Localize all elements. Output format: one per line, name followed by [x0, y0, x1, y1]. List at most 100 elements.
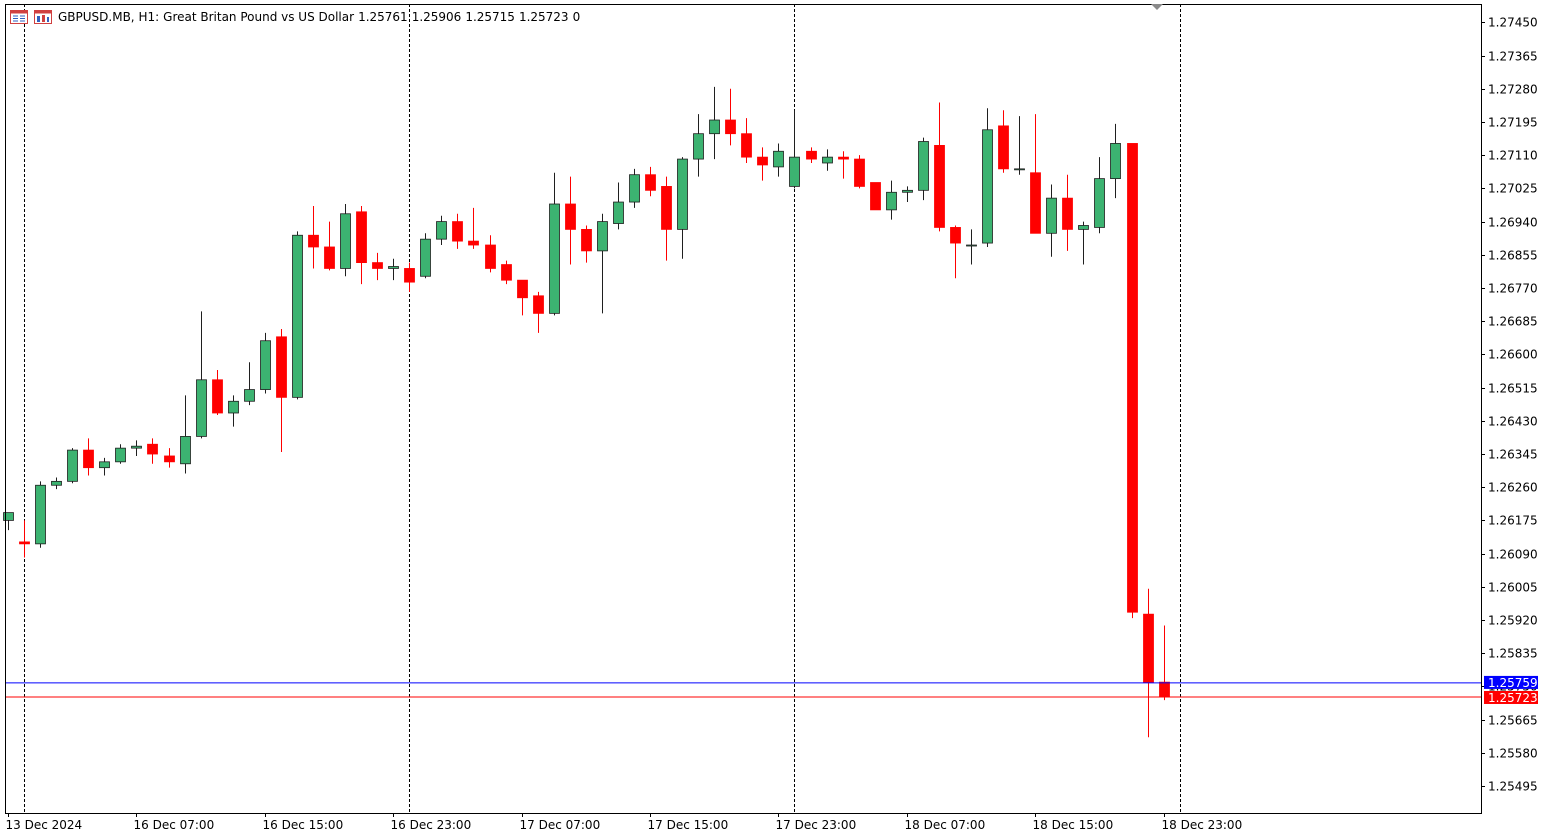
- bull-candle: [966, 229, 977, 265]
- candle-body: [725, 119, 736, 135]
- bear-candle: [1159, 625, 1170, 701]
- chart-window-icon[interactable]: [10, 10, 28, 24]
- candle-body: [404, 268, 415, 283]
- candle-body: [3, 512, 14, 521]
- price-tick-label: 1.26515: [1488, 382, 1538, 396]
- time-tick-label: 17 Dec 15:00: [648, 818, 729, 832]
- candle-body: [388, 266, 399, 269]
- price-tick-label: 1.26770: [1488, 282, 1538, 296]
- candle-body: [902, 189, 913, 193]
- bear-candle: [147, 438, 158, 464]
- bear-candle: [741, 118, 752, 163]
- candle-body: [83, 449, 94, 469]
- time-axis[interactable]: 13 Dec 2024 16 Dec 07:00 16 Dec 15:00 16 De…: [6, 813, 1243, 832]
- candle-body: [998, 125, 1009, 170]
- candle-body: [1127, 143, 1138, 613]
- candle-body: [773, 150, 784, 168]
- chart-info-text: GBPUSD.MB, H1: Great Britan Pound vs US …: [58, 10, 580, 24]
- bear-candle: [838, 151, 849, 179]
- bull-candle: [131, 440, 142, 456]
- candle-body: [164, 455, 175, 463]
- price-tick-label: 1.26430: [1488, 415, 1538, 429]
- bull-candle: [822, 149, 833, 171]
- candle-body: [468, 240, 479, 246]
- candle-body: [1030, 172, 1041, 234]
- candle-body: [757, 156, 768, 166]
- bull-candle: [597, 213, 608, 314]
- candle-body: [693, 133, 704, 160]
- symbol-icon[interactable]: [34, 10, 52, 24]
- bear-candle: [308, 205, 319, 269]
- candle-body: [838, 156, 849, 160]
- price-tick-label: 1.27110: [1488, 149, 1538, 163]
- candle-body: [340, 213, 351, 269]
- candle-body: [324, 246, 335, 269]
- candle-body: [789, 156, 800, 187]
- bear-candle: [452, 213, 463, 249]
- bull-candle: [1094, 157, 1105, 234]
- candle-body: [244, 389, 255, 402]
- bear-candle: [934, 102, 945, 232]
- bull-candle: [1078, 221, 1089, 265]
- bear-candle: [468, 207, 479, 249]
- bull-candle: [549, 172, 560, 316]
- volume: 0: [572, 10, 581, 24]
- price-tick-label: 1.27450: [1488, 16, 1538, 30]
- time-tick-label: 13 Dec 2024: [6, 818, 83, 832]
- price-tick-label: 1.25835: [1488, 647, 1538, 661]
- bear-candle: [1062, 174, 1073, 251]
- price-tick-label: 1.27280: [1488, 83, 1538, 97]
- bear-candle: [725, 88, 736, 146]
- candle-body: [131, 445, 142, 449]
- candle-body: [372, 262, 383, 269]
- time-tick-label: 17 Dec 23:00: [776, 818, 857, 832]
- bear-candle: [533, 291, 544, 333]
- ohlc-open: 1.25761: [358, 10, 408, 24]
- plot-border: [5, 4, 1482, 814]
- bear-candle: [757, 147, 768, 181]
- bull-candle: [260, 332, 271, 394]
- candle-body: [934, 145, 945, 228]
- bear-candle: [1127, 143, 1138, 619]
- candle-body: [581, 228, 592, 252]
- bull-candle: [3, 512, 14, 531]
- bull-candle: [228, 395, 239, 427]
- price-lines: [5, 682, 1481, 698]
- candle-body: [260, 340, 271, 390]
- candle-body: [436, 221, 447, 240]
- candle-body: [629, 174, 640, 203]
- bid-price-tag: [1484, 690, 1538, 704]
- candle-body: [1159, 681, 1170, 698]
- candle-body: [147, 443, 158, 455]
- price-tick-label: 1.26090: [1488, 548, 1538, 562]
- bear-candle: [854, 155, 865, 189]
- price-tick-label: 1.26175: [1488, 514, 1538, 528]
- ask-price-tag: [1484, 675, 1538, 689]
- candle-body: [1046, 197, 1057, 234]
- bull-candle: [436, 215, 447, 246]
- bull-candle: [51, 477, 62, 490]
- bear-candle: [870, 182, 881, 211]
- bull-candle: [1014, 116, 1025, 175]
- bull-candle: [629, 168, 640, 208]
- bear-candle: [581, 225, 592, 263]
- candles: [3, 86, 1170, 738]
- bear-candle: [164, 448, 175, 468]
- price-tick-label: 1.26685: [1488, 315, 1538, 329]
- bull-candle: [196, 311, 207, 439]
- bull-candle: [677, 157, 688, 259]
- candle-body: [806, 150, 817, 160]
- time-tick-label: 17 Dec 07:00: [520, 818, 601, 832]
- chart-info-bar: GBPUSD.MB, H1: Great Britan Pound vs US …: [10, 9, 580, 25]
- price-tick-label: 1.25495: [1488, 780, 1538, 794]
- bull-candle: [99, 457, 110, 476]
- price-tick-label: 1.26260: [1488, 481, 1538, 495]
- time-tick-label: 16 Dec 07:00: [134, 818, 215, 832]
- candle-body: [1062, 197, 1073, 230]
- candle-body: [276, 336, 287, 398]
- bull-candle: [67, 448, 78, 484]
- candle-body: [1078, 225, 1089, 230]
- candle-body: [51, 480, 62, 486]
